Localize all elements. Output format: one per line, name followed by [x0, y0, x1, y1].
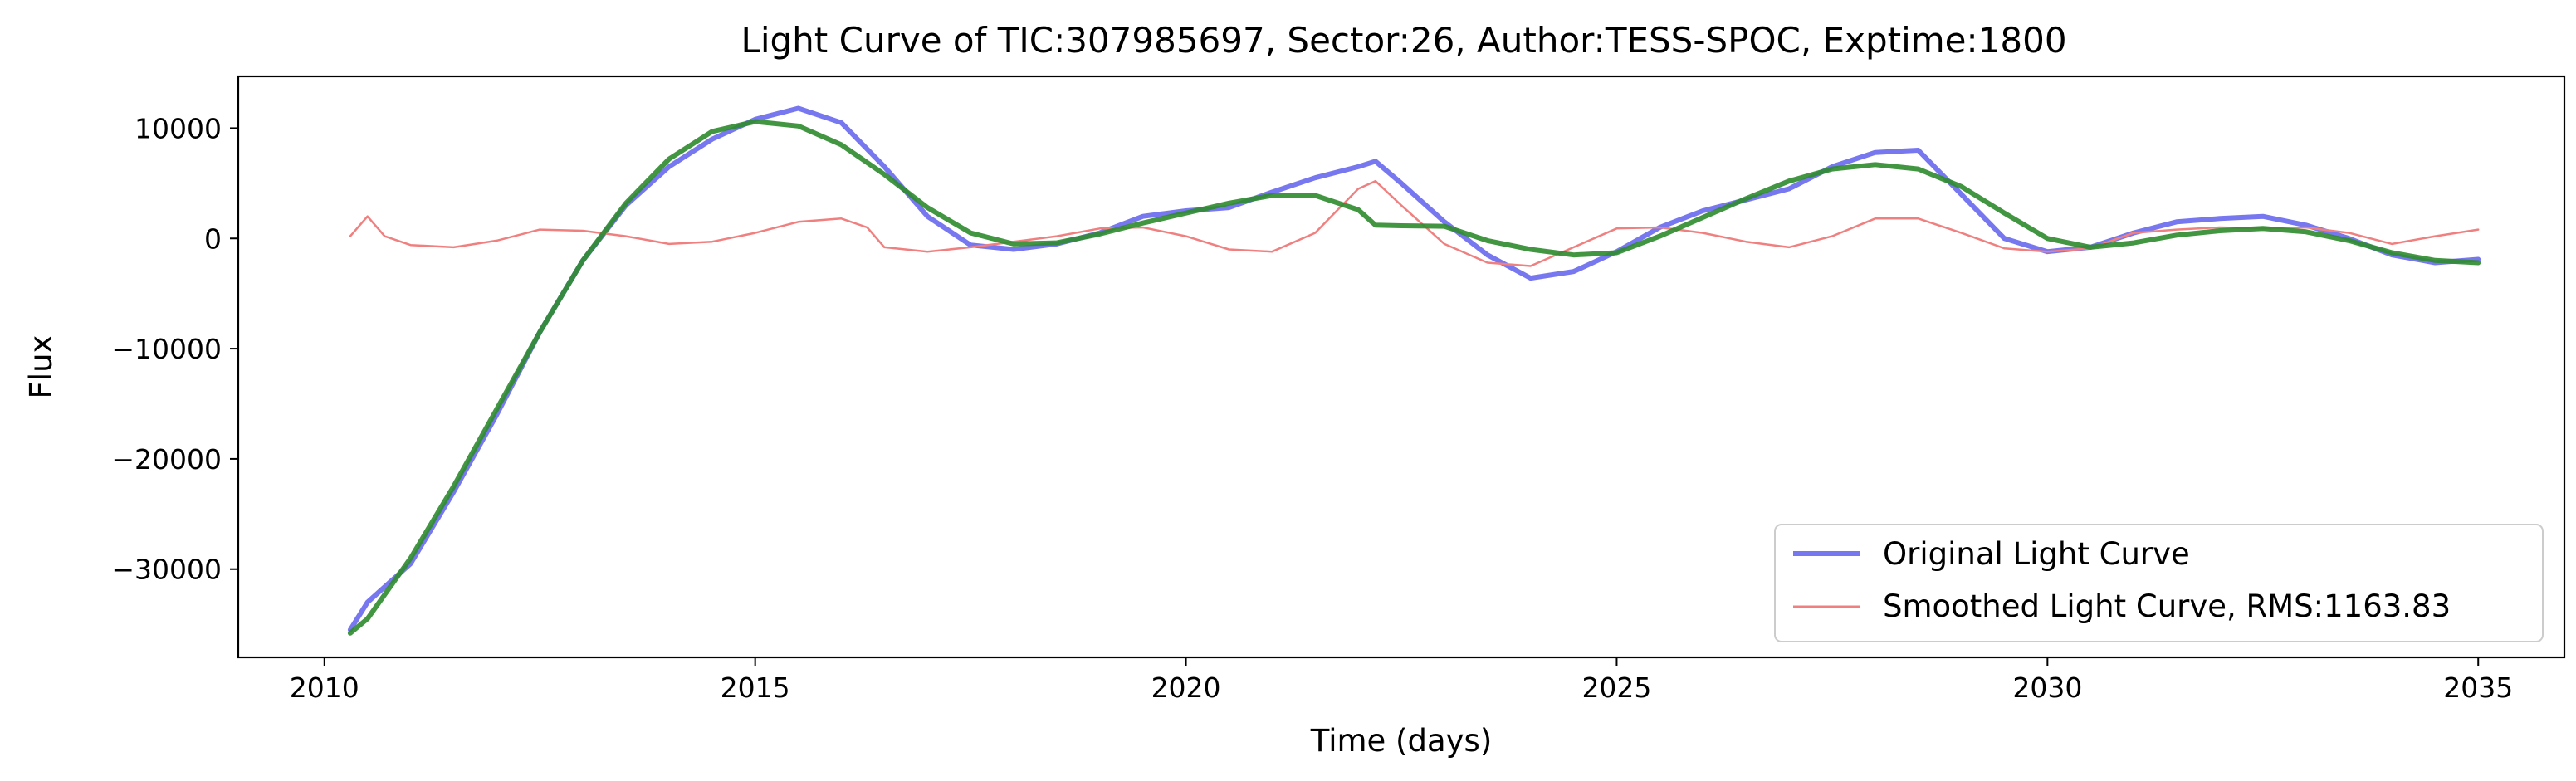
y-axis-ticks: 10000 0 −10000 −20000 −30000	[111, 112, 238, 586]
legend-label-original: Original Light Curve	[1883, 536, 2190, 572]
plot-frame	[237, 75, 2566, 659]
x-tick-label: 2035	[2443, 671, 2513, 704]
y-tick-label: 0	[204, 222, 222, 255]
y-tick-label: −10000	[111, 333, 222, 365]
x-tick-label: 2030	[2012, 671, 2082, 704]
x-axis-ticks: 2010 2015 2020 2025 2030 2035	[290, 657, 2513, 704]
legend-box	[1774, 524, 2544, 642]
x-tick-label: 2010	[290, 671, 359, 704]
series-line-fit	[347, 119, 2481, 636]
y-tick-label: 10000	[134, 112, 222, 144]
y-tick-label: −20000	[111, 443, 222, 476]
y-axis-label: Flux	[23, 335, 59, 399]
x-tick-label: 2025	[1581, 671, 1651, 704]
series-layer	[347, 105, 2481, 636]
legend: Original Light Curve Smoothed Light Curv…	[1774, 524, 2544, 642]
x-tick-label: 2015	[721, 671, 790, 704]
chart-title: Light Curve of TIC:307985697, Sector:26,…	[741, 20, 2066, 61]
x-axis-label: Time (days)	[1310, 723, 1493, 759]
x-tick-label: 2020	[1151, 671, 1221, 704]
legend-label-smoothed: Smoothed Light Curve, RMS:1163.83	[1883, 588, 2451, 624]
y-tick-label: −30000	[111, 554, 222, 586]
